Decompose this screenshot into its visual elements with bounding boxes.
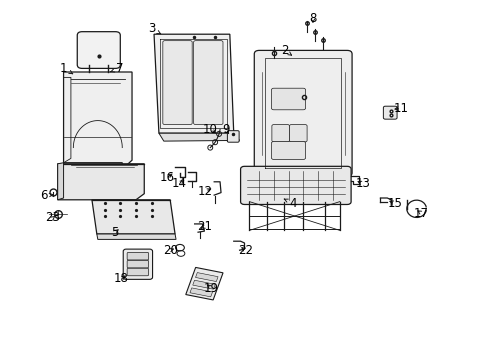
Text: 19: 19: [203, 282, 218, 294]
Text: 18: 18: [114, 273, 128, 285]
FancyBboxPatch shape: [271, 141, 305, 159]
FancyBboxPatch shape: [254, 50, 351, 176]
FancyBboxPatch shape: [383, 106, 396, 119]
Polygon shape: [92, 200, 175, 234]
FancyBboxPatch shape: [77, 32, 120, 68]
Text: 22: 22: [238, 244, 252, 257]
Polygon shape: [195, 273, 218, 282]
Polygon shape: [192, 280, 215, 289]
Text: 14: 14: [172, 177, 186, 190]
Polygon shape: [63, 72, 132, 169]
Polygon shape: [159, 133, 239, 141]
Text: 11: 11: [393, 102, 407, 114]
FancyBboxPatch shape: [193, 41, 223, 125]
Text: 20: 20: [163, 244, 177, 257]
Text: 3: 3: [147, 22, 161, 35]
FancyBboxPatch shape: [271, 88, 305, 110]
FancyBboxPatch shape: [127, 260, 148, 268]
Polygon shape: [185, 267, 223, 300]
FancyBboxPatch shape: [127, 252, 148, 260]
FancyBboxPatch shape: [123, 249, 152, 279]
Text: 6: 6: [40, 189, 53, 202]
Polygon shape: [97, 234, 176, 239]
Text: 17: 17: [413, 207, 428, 220]
Text: 2: 2: [280, 44, 291, 57]
Polygon shape: [189, 288, 212, 297]
Text: 23: 23: [45, 211, 60, 224]
FancyBboxPatch shape: [240, 166, 350, 204]
FancyBboxPatch shape: [289, 125, 306, 142]
Text: 1: 1: [60, 62, 73, 75]
Polygon shape: [58, 163, 63, 200]
Polygon shape: [58, 164, 144, 200]
Text: 12: 12: [198, 185, 212, 198]
Text: 13: 13: [355, 177, 369, 190]
FancyBboxPatch shape: [227, 131, 239, 142]
Text: 10: 10: [203, 123, 217, 136]
Text: 4: 4: [284, 197, 297, 210]
Text: 15: 15: [387, 197, 402, 210]
Text: 16: 16: [160, 171, 174, 184]
FancyBboxPatch shape: [127, 268, 148, 276]
Polygon shape: [154, 34, 233, 133]
Text: 21: 21: [197, 220, 211, 233]
FancyBboxPatch shape: [163, 41, 192, 125]
FancyBboxPatch shape: [271, 125, 289, 142]
Text: 8: 8: [308, 12, 316, 24]
Text: 7: 7: [110, 62, 123, 75]
Text: 9: 9: [222, 123, 229, 136]
Text: 5: 5: [111, 226, 119, 239]
